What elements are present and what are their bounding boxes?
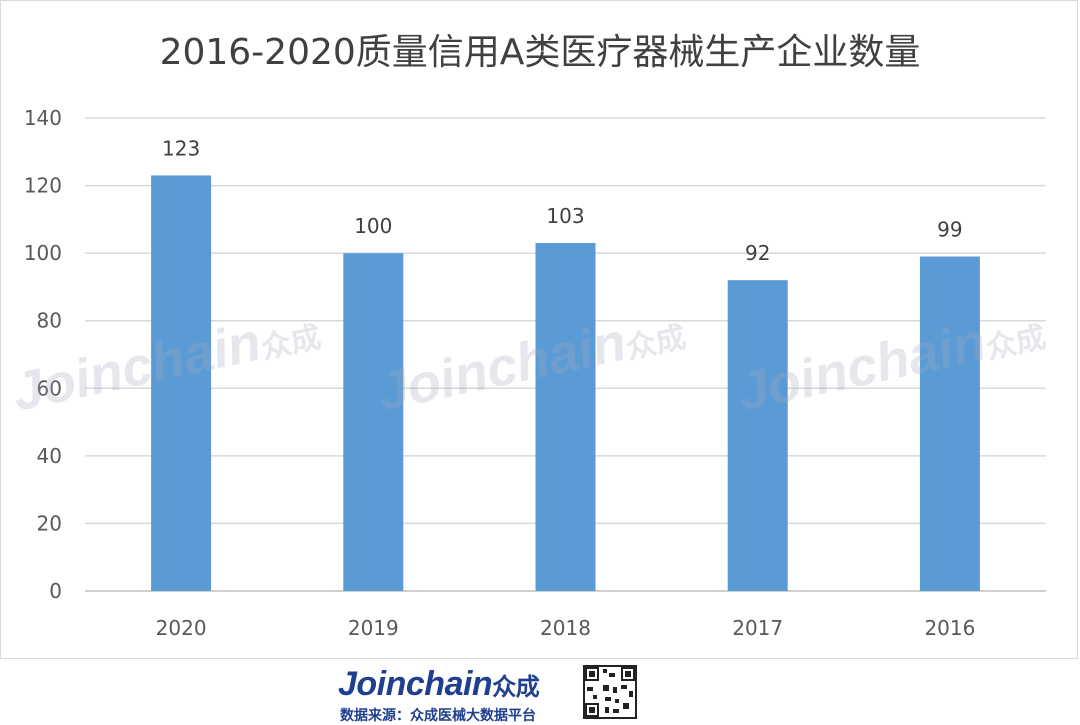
x-tick-label: 2018: [540, 616, 591, 640]
y-tick-label: 40: [37, 444, 62, 468]
y-tick-label: 120: [24, 174, 62, 198]
bar: [727, 280, 788, 591]
x-tick-label: 2019: [348, 616, 399, 640]
bars: [151, 175, 980, 591]
data-labels: 123 100 103 92 99: [162, 136, 963, 265]
y-axis-ticks: 0 20 40 60 80 100 120 140: [24, 106, 62, 603]
y-tick-label: 140: [24, 106, 62, 130]
data-label: 123: [162, 136, 200, 160]
y-tick-label: 100: [24, 241, 62, 265]
data-label: 92: [745, 241, 770, 265]
y-tick-label: 60: [37, 376, 62, 400]
footer: Joinchain众成 数据来源：众成医械大数据平台: [0, 659, 1080, 724]
bar-chart: 2016-2020质量信用A类医疗器械生产企业数量 02040608010012…: [24, 32, 1046, 640]
y-tick-label: 80: [37, 309, 62, 333]
joinchain-logo: Joinchain众成: [338, 665, 540, 703]
x-tick-label: 2016: [924, 616, 975, 640]
chart-title: 2016-2020质量信用A类医疗器械生产企业数量: [160, 32, 921, 73]
x-tick-label: 2017: [732, 616, 783, 640]
bar: [919, 256, 980, 591]
x-axis-ticks: 2020 2019 2018 2017 2016: [156, 616, 976, 640]
data-label: 103: [546, 204, 584, 228]
bar: [535, 243, 596, 591]
y-tick-label: 0: [49, 579, 62, 603]
x-tick-label: 2020: [156, 616, 207, 640]
y-tick-label: 20: [37, 511, 62, 535]
bar: [151, 175, 212, 591]
data-source-text: 数据来源：众成医械大数据平台: [340, 708, 536, 724]
data-label: 100: [354, 214, 392, 238]
data-label: 99: [937, 218, 962, 242]
bar: [343, 253, 404, 591]
qr-code-icon: [583, 665, 637, 719]
